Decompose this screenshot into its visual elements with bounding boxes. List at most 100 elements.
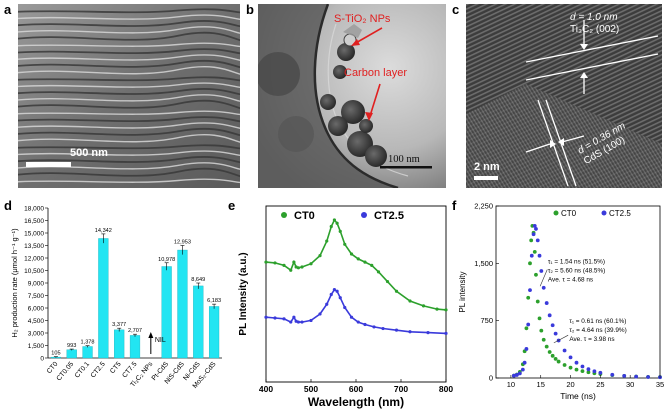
y-tick-label: 0 (40, 356, 44, 363)
bar (129, 335, 141, 359)
data-point (544, 344, 549, 349)
y-tick-label: 9,000 (28, 281, 45, 288)
data-point (338, 229, 342, 233)
data-point (370, 263, 374, 267)
sem-micrograph: 500 nm (18, 4, 240, 188)
data-point (335, 221, 339, 225)
data-label: 14,342 (95, 228, 112, 234)
series-ct2-5 (265, 288, 447, 335)
trpl-decay-chart: CT0 CT2.5 10 15 20 25 30 35 0 750 1,500 2,250 τ₁ =… (458, 202, 664, 402)
data-point (282, 317, 286, 321)
y-tick-label: 6,000 (28, 306, 45, 313)
x-tick-label: 15 (537, 380, 545, 389)
data-label: 12,953 (174, 239, 191, 245)
data-point (309, 318, 313, 323)
data-point (264, 315, 268, 319)
annotation-ct2-5: τ₁ = 1.54 ns (51.5%) (548, 258, 605, 265)
data-point (376, 270, 381, 274)
data-point (356, 257, 360, 261)
data-point (562, 348, 567, 353)
panel-letter-e: e (228, 198, 236, 213)
annotation-pointer (539, 269, 548, 287)
data-point (289, 320, 293, 324)
data-label: 2,707 (128, 328, 142, 334)
scale-bar (26, 162, 71, 167)
data-point (343, 305, 347, 310)
y-tick-label: 15,000 (24, 231, 44, 238)
annotation-ct0: τ₂ = 4.64 ns (39.9%) (569, 327, 626, 334)
data-point (622, 374, 627, 378)
data-point (574, 360, 579, 365)
y-tick-label: 16,500 (24, 218, 44, 225)
data-point (444, 308, 448, 312)
bar (208, 306, 220, 359)
data-point (562, 363, 567, 367)
data-point (568, 355, 573, 360)
category-label: CT0.05 (56, 361, 76, 383)
data-point (325, 239, 329, 243)
legend-label: CT0 (294, 210, 315, 222)
data-point (296, 320, 300, 324)
h2-production-bar-chart: 0 1,500 3,000 4,500 6,000 7,500 9,000 10,500 12,… (10, 206, 222, 390)
y-tick-label: 18,000 (24, 206, 44, 213)
annotation-carbon-layer: Carbon layer (344, 67, 407, 79)
data-point (537, 316, 542, 321)
data-point (592, 369, 597, 374)
data-point (529, 238, 534, 243)
data-point (586, 367, 591, 372)
x-tick-label: 400 (259, 384, 273, 394)
data-point (363, 260, 367, 264)
x-tick-label: 600 (349, 384, 363, 394)
bar (161, 266, 172, 359)
category-label: CT0.1 (74, 361, 91, 380)
y-tick-label: 1,500 (28, 343, 45, 350)
y-tick-label: 3,000 (28, 331, 45, 338)
panel-letter-d: d (4, 198, 12, 213)
data-point (282, 263, 286, 267)
category-label: CT5 (109, 361, 123, 376)
data-point (526, 322, 531, 327)
panel-letter-b: b (246, 2, 254, 17)
x-tick-label: 20 (566, 380, 574, 389)
data-point (634, 374, 639, 379)
data-point (426, 330, 430, 335)
x-tick-label: 500 (304, 384, 318, 394)
bar (66, 349, 77, 359)
data-point (553, 356, 558, 361)
data-point (520, 367, 525, 372)
panel-letter-c: c (452, 2, 460, 17)
d-spacing-ti3c2: d = 1.0 nm (570, 12, 618, 23)
panel-letter-a: a (4, 2, 12, 17)
data-point (372, 325, 376, 329)
annotation-ct0: τ₁ = 0.61 ns (60.1%) (569, 318, 626, 325)
data-point (363, 322, 367, 327)
legend-label: CT0 (561, 209, 577, 218)
x-axis-label: Wavelength (nm) (308, 395, 404, 409)
data-point (394, 289, 399, 293)
data-point (343, 242, 347, 246)
data-point (586, 370, 591, 375)
data-point (526, 295, 531, 300)
x-tick-label: 10 (507, 380, 515, 389)
data-point (349, 252, 354, 256)
data-point (514, 373, 519, 377)
y-axis-label: H₂ production rate (μmol h⁻¹ g⁻¹) (10, 228, 19, 338)
data-point (547, 313, 552, 318)
y-tick-label: 13,500 (24, 243, 44, 250)
data-point (435, 307, 439, 311)
plot-frame (495, 205, 661, 379)
category-label: CT2.5 (90, 361, 107, 380)
data-point (532, 249, 537, 254)
data-point (318, 312, 322, 316)
data-point (550, 323, 555, 328)
legend-marker (553, 210, 559, 216)
data-point (574, 367, 579, 372)
data-point (528, 288, 532, 292)
data-point (539, 328, 544, 333)
data-point (541, 285, 546, 290)
data-point (528, 261, 532, 266)
data-point (531, 232, 536, 237)
data-point (335, 289, 339, 293)
data-point (338, 296, 342, 300)
data-point (524, 347, 529, 351)
